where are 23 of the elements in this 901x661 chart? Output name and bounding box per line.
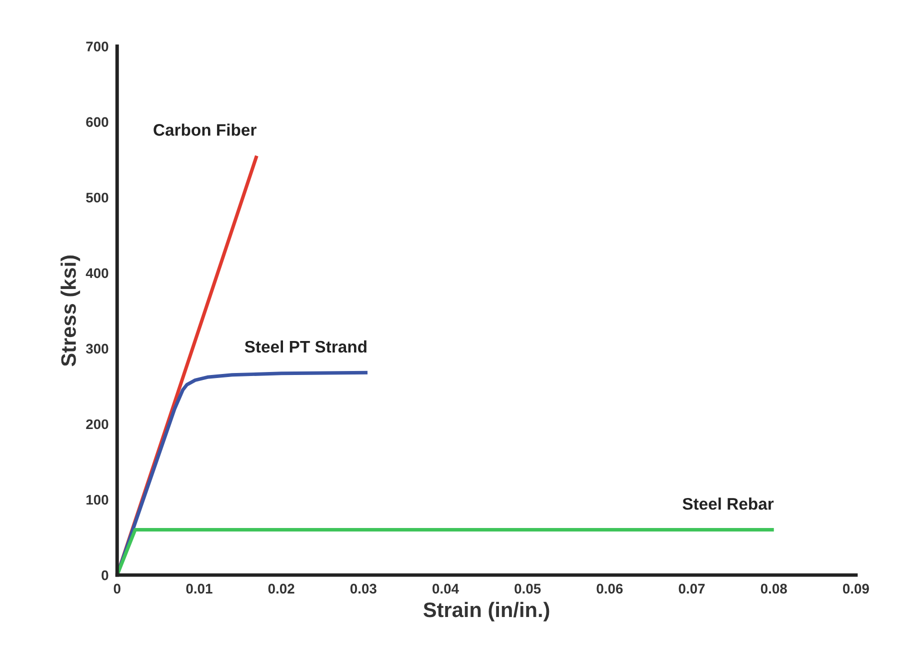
- y-tick-label: 100: [86, 494, 108, 505]
- x-tick-label: 0: [114, 584, 120, 594]
- series-label: Steel Rebar: [682, 498, 774, 510]
- y-tick-label: 0: [102, 570, 108, 580]
- x-tick-label: 0.04: [432, 584, 459, 594]
- y-tick-label: 500: [86, 192, 108, 203]
- y-tick-label: 700: [86, 42, 108, 52]
- x-tick-label: 0.09: [842, 584, 869, 594]
- x-tick-label: 0.02: [268, 584, 294, 594]
- x-tick-label: 0.07: [678, 584, 705, 594]
- x-tick-label: 0.08: [760, 584, 787, 594]
- x-axis-title: Strain (in/in.): [423, 602, 550, 622]
- y-tick-label: 200: [86, 419, 108, 430]
- y-tick-label: 400: [86, 268, 108, 278]
- x-tick-label: 0.03: [350, 584, 376, 594]
- x-tick-label: 0.01: [186, 584, 212, 594]
- series-label: Carbon Fiber: [154, 124, 256, 136]
- y-tick-label: 600: [86, 117, 108, 127]
- y-axis-title: Stress (ksi): [60, 256, 80, 366]
- y-tick-label: 300: [86, 344, 108, 354]
- series-label: Steel PT Strand: [244, 340, 366, 353]
- x-tick-label: 0.05: [514, 584, 541, 594]
- x-tick-label: 0.06: [596, 584, 623, 594]
